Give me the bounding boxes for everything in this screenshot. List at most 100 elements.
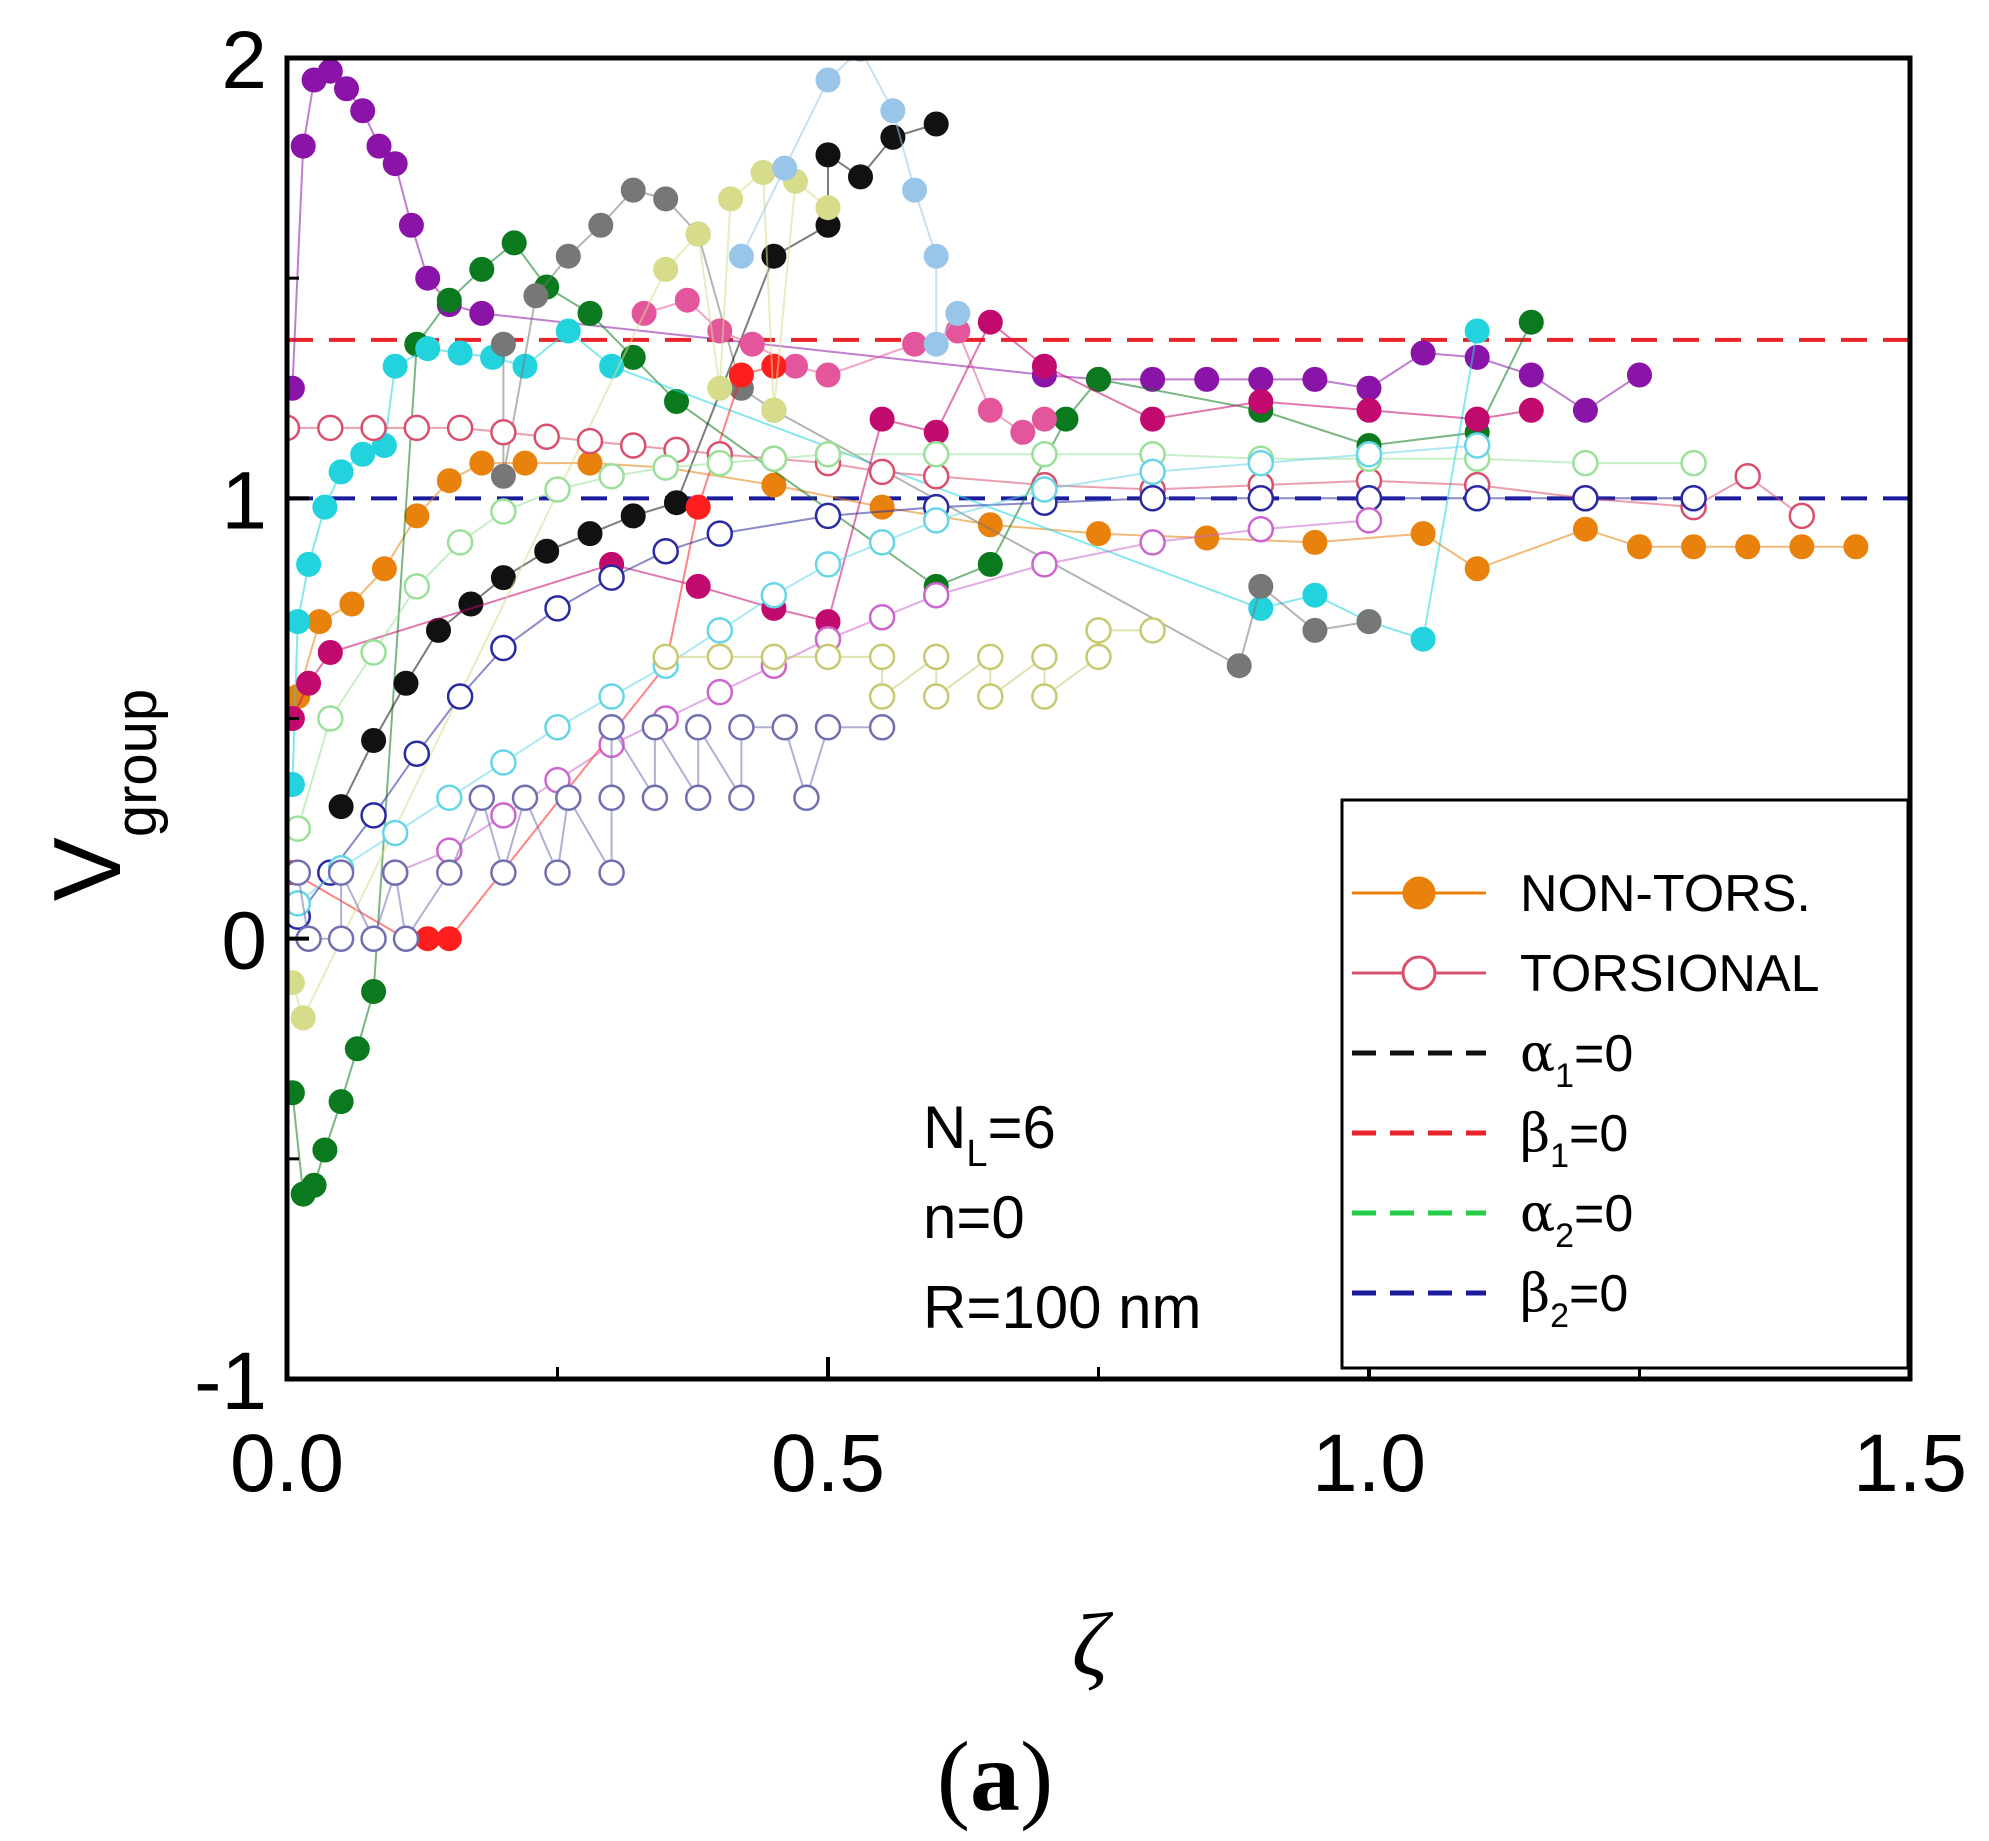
panel-label-close: ) xyxy=(1020,1721,1053,1832)
point-tors-khaki-11 xyxy=(977,683,1004,710)
point-non-tors-black-10 xyxy=(761,243,787,269)
point-tors-violet-1 xyxy=(436,837,463,864)
legend-label-0: NON-TORS. xyxy=(1520,865,1811,923)
point-non-tors-green-22 xyxy=(1518,309,1544,335)
point-non-tors-orange-12 xyxy=(977,512,1003,538)
point-tors-navy-5 xyxy=(490,634,517,662)
point-non-tors-red-2 xyxy=(436,926,462,952)
point-tors-lightgreen-9 xyxy=(706,449,734,477)
series-tors-navy xyxy=(287,485,1707,930)
point-non-tors-orange-22 xyxy=(1789,534,1815,560)
point-non-tors-cyan-7 xyxy=(382,353,408,379)
point-tors-lightgreen-7 xyxy=(598,463,625,490)
point-non-tors-gray-12 xyxy=(1356,609,1382,635)
point-non-tors-red-6 xyxy=(761,353,787,379)
point-tors-lightcyan-2 xyxy=(381,819,409,847)
point-tors-navy-14 xyxy=(1247,485,1275,512)
point-tors-lightgreen-11 xyxy=(814,441,842,468)
point-non-tors-gray-5 xyxy=(653,186,679,212)
point-tors-lavender-21 xyxy=(684,714,712,741)
point-non-tors-cyan-0 xyxy=(287,772,305,797)
point-tors-lavender-2 xyxy=(360,925,387,952)
point-non-tors-magenta-11 xyxy=(1140,406,1166,432)
point-non-tors-red-4 xyxy=(685,494,711,520)
x-tick-label-0: 0.0 xyxy=(230,1418,344,1509)
point-non-tors-magenta-14 xyxy=(1464,406,1490,432)
series-non-tors-magenta xyxy=(287,309,1544,731)
point-tors-lightgreen-6 xyxy=(544,476,571,503)
point-non-tors-gray-0 xyxy=(490,331,516,357)
point-non-tors-lightblue-5 xyxy=(902,177,928,203)
point-non-tors-orange-8 xyxy=(577,450,603,476)
point-tors-pink-14 xyxy=(922,463,950,490)
legend-label-1: TORSIONAL xyxy=(1520,945,1820,1003)
annotation-line-3: R=100 nm xyxy=(923,1274,1202,1341)
point-non-tors-cyan-2 xyxy=(296,551,322,577)
point-non-tors-orange-10 xyxy=(761,472,787,498)
point-tors-lightgreen-2 xyxy=(360,639,387,666)
point-non-tors-green-0 xyxy=(287,1080,305,1106)
point-tors-violet-12 xyxy=(1139,529,1166,556)
point-non-tors-orange-6 xyxy=(469,450,495,476)
parameter-annotation: NL=6 n=0 R=100 nm xyxy=(923,1094,1202,1341)
point-tors-lavender-18 xyxy=(793,784,820,812)
point-non-tors-red-1 xyxy=(415,926,441,952)
point-tors-khaki-7 xyxy=(1031,643,1058,671)
point-tors-khaki-10 xyxy=(922,683,950,710)
point-tors-lavender-16 xyxy=(684,784,712,812)
y-tick-label-1: 0 xyxy=(221,896,267,987)
point-non-tors-orange-18 xyxy=(1572,516,1598,542)
point-non-tors-green-8 xyxy=(436,287,462,313)
point-non-tors-gray-11 xyxy=(1302,617,1328,643)
point-tors-khaki-5 xyxy=(922,643,950,671)
legend-entry-0: NON-TORS. xyxy=(1352,865,1811,923)
legend-ref-label-alpha1: α1=0 xyxy=(1520,1024,1633,1095)
point-non-tors-orange-19 xyxy=(1627,534,1652,560)
point-tors-navy-17 xyxy=(1572,485,1599,512)
panel-label-open: ( xyxy=(937,1721,970,1832)
point-non-tors-purple-21 xyxy=(1518,362,1544,388)
point-non-tors-orange-1 xyxy=(307,609,332,635)
point-non-tors-purple-1 xyxy=(290,133,316,159)
point-non-tors-cyan-4 xyxy=(328,459,354,485)
series-line-non-tors-magenta xyxy=(291,320,1532,719)
point-non-tors-black-4 xyxy=(458,591,484,617)
point-non-tors-black-0 xyxy=(328,794,354,820)
point-non-tors-cyan-8 xyxy=(415,336,441,362)
point-tors-lavender-20 xyxy=(641,714,669,741)
point-non-tors-yellowgreen-4 xyxy=(718,186,744,212)
point-tors-lavender-22 xyxy=(728,714,755,741)
point-non-tors-purple-8 xyxy=(398,212,424,238)
point-non-tors-purple-14 xyxy=(1140,366,1166,392)
point-tors-lightcyan-9 xyxy=(760,581,788,609)
point-non-tors-cyan-1 xyxy=(287,609,311,635)
point-tors-lightgreen-4 xyxy=(446,529,474,556)
point-tors-pink-8 xyxy=(619,432,647,459)
point-non-tors-lightblue-6 xyxy=(923,243,949,269)
point-non-tors-purple-16 xyxy=(1248,366,1274,392)
point-tors-lightcyan-6 xyxy=(598,683,625,710)
point-tors-lavender-25 xyxy=(868,714,896,741)
series-line-non-tors-black xyxy=(340,123,937,808)
y-tick-label-2: 1 xyxy=(221,455,267,546)
point-non-tors-pink-8 xyxy=(977,397,1003,423)
point-tors-lightcyan-13 xyxy=(1031,476,1058,503)
point-non-tors-pink-5 xyxy=(815,362,841,388)
point-non-tors-cyan-15 xyxy=(1302,582,1328,608)
point-non-tors-cyan-18 xyxy=(1464,318,1490,344)
legend-box xyxy=(1340,798,1910,1370)
point-tors-lavender-5 xyxy=(327,859,355,886)
point-non-tors-purple-0 xyxy=(287,375,305,401)
point-tors-lightgreen-0 xyxy=(287,815,312,842)
legend-entry-1: TORSIONAL xyxy=(1352,945,1820,1003)
point-tors-navy-3 xyxy=(403,740,431,767)
point-tors-khaki-2 xyxy=(760,643,788,671)
point-non-tors-lightblue-1 xyxy=(772,155,798,181)
legend-ref-label-alpha2: α2=0 xyxy=(1520,1184,1633,1255)
point-non-tors-black-8 xyxy=(620,503,646,529)
point-non-tors-magenta-8 xyxy=(923,419,949,445)
x-tick-label-2: 1.0 xyxy=(1312,1418,1426,1509)
point-tors-lightcyan-15 xyxy=(1247,449,1275,477)
point-tors-lightgreen-3 xyxy=(403,573,431,600)
series-non-tors-purple xyxy=(287,58,1652,423)
